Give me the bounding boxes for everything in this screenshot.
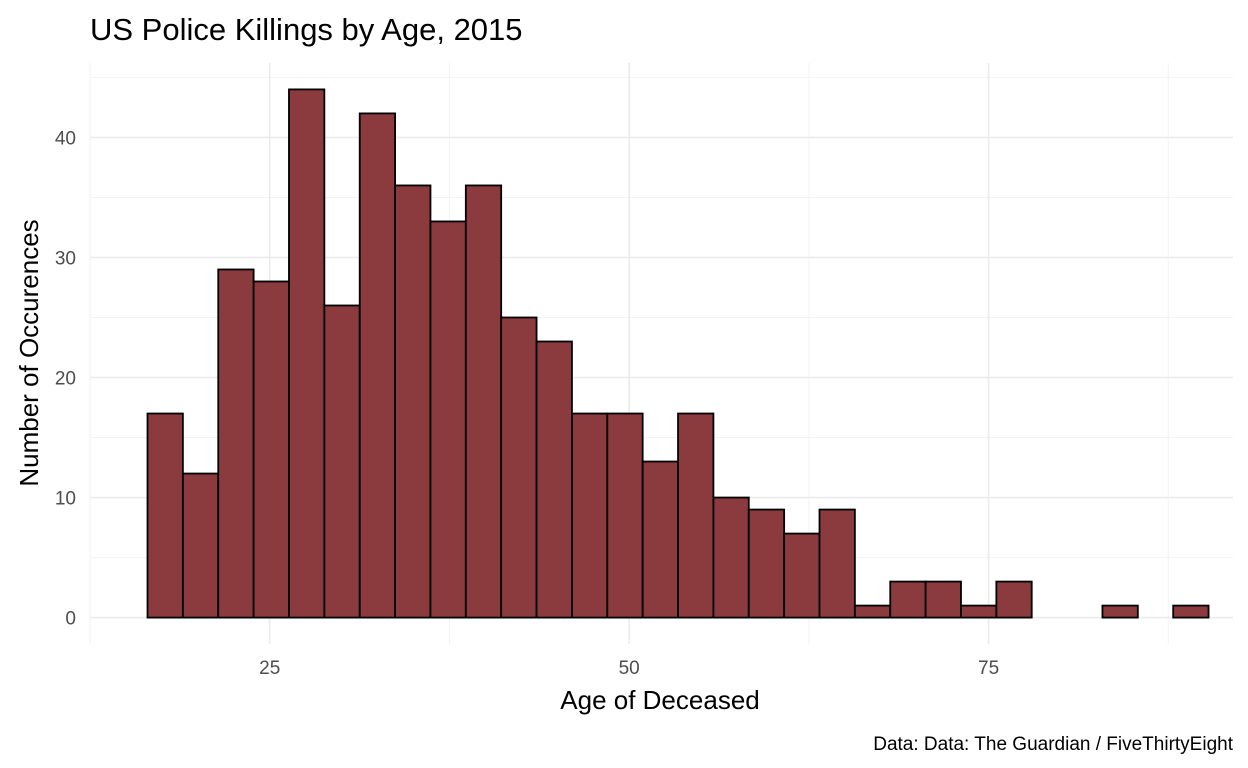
histogram-bar: [853, 604, 892, 619]
histogram-bar: [535, 340, 573, 619]
histogram-bar: [960, 604, 998, 619]
histogram-bar: [889, 580, 927, 619]
x-tick-label: 25: [259, 658, 280, 679]
histogram-bar: [995, 580, 1033, 619]
x-tick-label: 75: [978, 658, 999, 679]
histogram-bar: [712, 496, 750, 619]
histogram-bar: [181, 472, 220, 619]
histogram-bar: [500, 316, 538, 619]
chart-caption: Data: Data: The Guardian / FiveThirtyEig…: [873, 734, 1233, 755]
y-tick-label: 10: [55, 489, 76, 510]
histogram-bar: [606, 412, 644, 619]
x-axis-ticks: 25 50 75: [259, 658, 999, 679]
histogram-bar: [146, 412, 184, 619]
histogram-bar: [571, 412, 609, 619]
y-tick-label: 0: [65, 609, 76, 630]
y-tick-label: 30: [55, 248, 76, 269]
histogram-bar: [924, 580, 962, 619]
histogram-bar: [464, 184, 503, 619]
y-axis-title: Number of Occurences: [14, 219, 44, 486]
histogram-bar: [358, 112, 396, 619]
bars: [146, 88, 1210, 619]
histogram-bar: [394, 184, 432, 619]
x-tick-label: 50: [619, 658, 640, 679]
y-tick-label: 20: [55, 369, 76, 390]
histogram-bar: [1101, 604, 1139, 619]
histogram-bar: [429, 220, 467, 619]
histogram-bar: [641, 460, 679, 619]
histogram-bar: [677, 412, 715, 619]
chart-title: US Police Killings by Age, 2015: [90, 12, 523, 47]
histogram-bar: [323, 304, 361, 619]
y-axis-ticks: 0 10 20 30 40: [55, 128, 76, 629]
x-axis-title: Age of Deceased: [560, 685, 759, 715]
histogram-bar: [288, 88, 326, 619]
histogram-bar: [252, 280, 290, 619]
histogram-bar: [783, 532, 821, 619]
histogram-bar: [1172, 604, 1210, 619]
histogram-bar: [217, 268, 255, 619]
y-tick-label: 40: [55, 128, 76, 149]
histogram-bar: [747, 508, 786, 619]
histogram-bar: [818, 508, 856, 619]
